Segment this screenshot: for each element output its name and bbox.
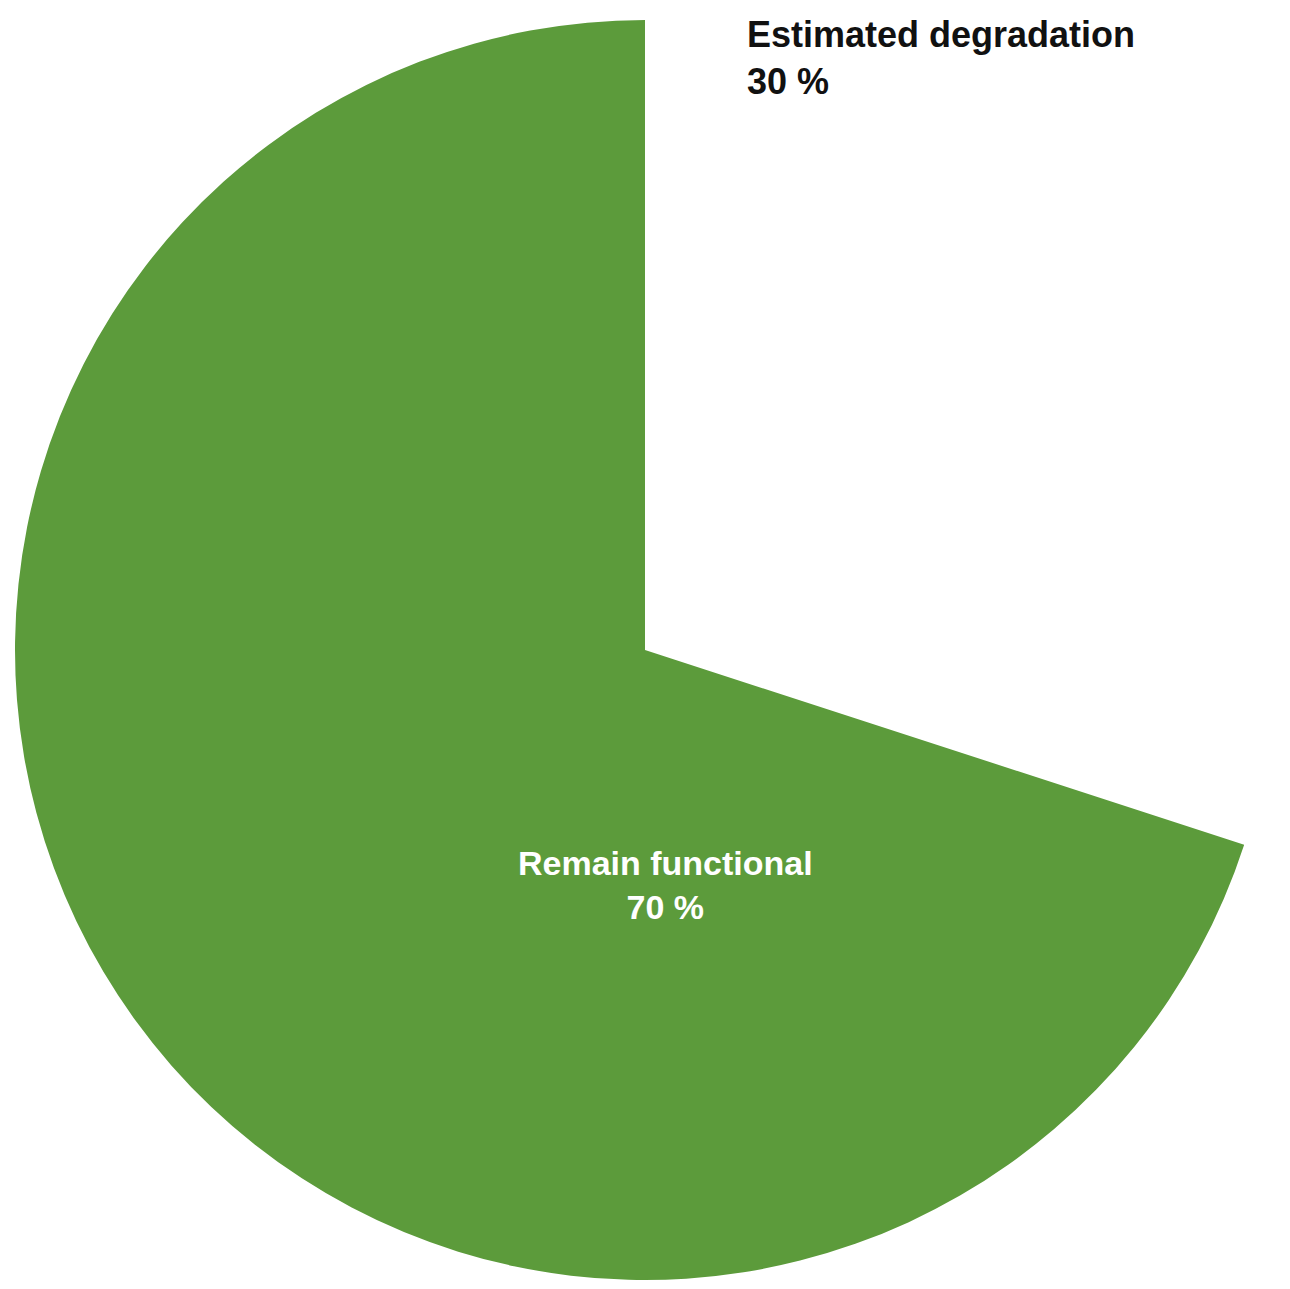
svg-text:Estimated degradation30 %: Estimated degradation30 % — [747, 14, 1135, 102]
svg-text:Remain functional70 %: Remain functional70 % — [518, 844, 813, 926]
